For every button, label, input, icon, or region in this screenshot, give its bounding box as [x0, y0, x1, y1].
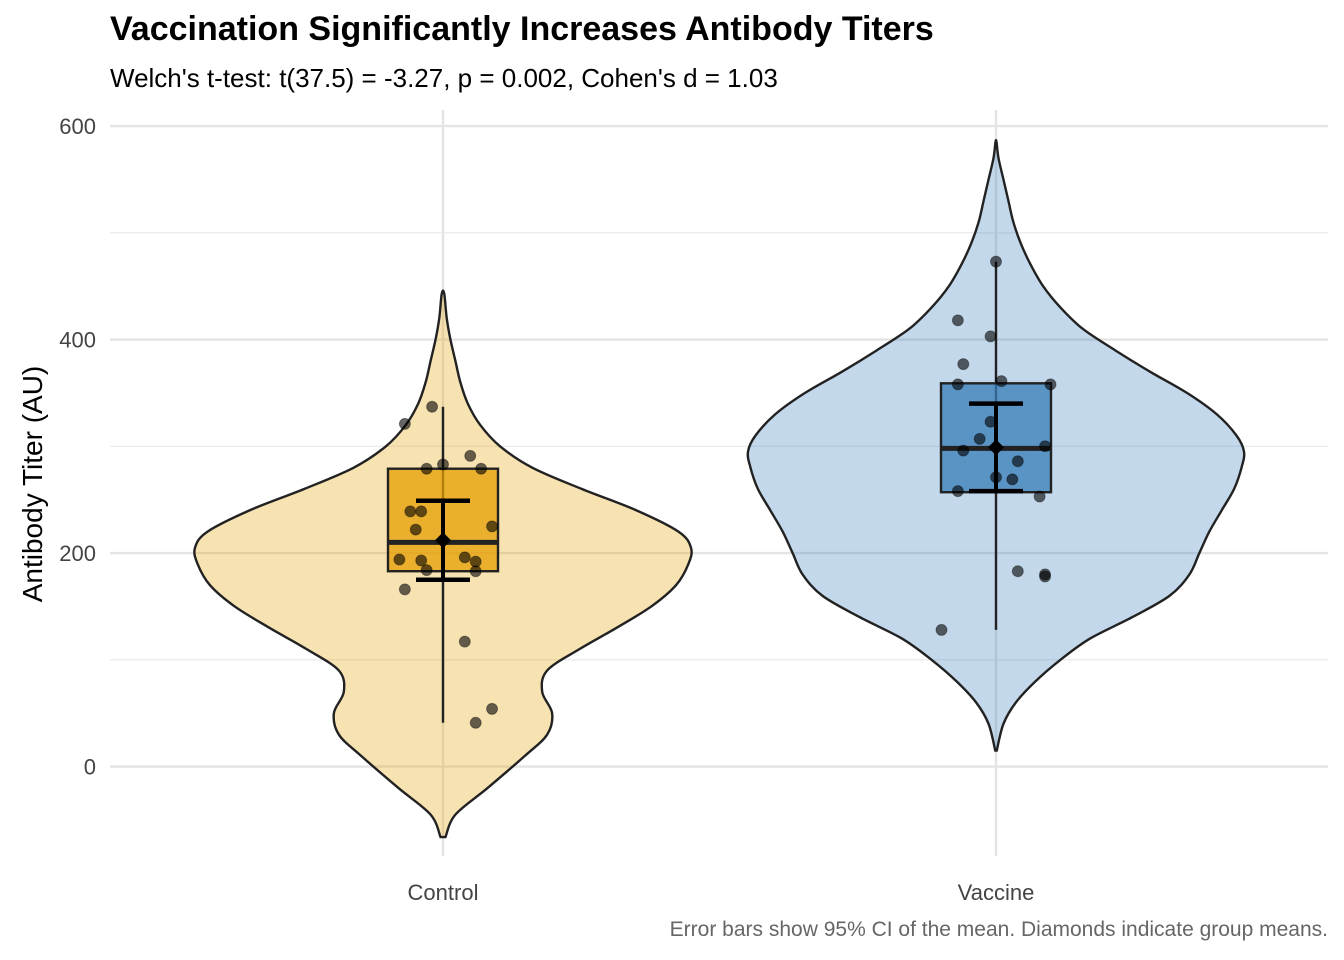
- data-point: [1044, 378, 1057, 391]
- data-point: [984, 330, 997, 343]
- data-point: [957, 444, 970, 457]
- data-point: [458, 635, 471, 648]
- data-point: [951, 378, 964, 391]
- data-point: [437, 458, 449, 471]
- data-point: [1033, 490, 1046, 503]
- mean-diamond-control: [435, 532, 451, 549]
- data-point: [990, 255, 1002, 268]
- violins: [193, 138, 1246, 839]
- chart-title: Vaccination Significantly Increases Anti…: [110, 10, 934, 48]
- data-point: [951, 314, 964, 327]
- data-point: [973, 432, 986, 445]
- data-point: [404, 505, 417, 518]
- x-tick-label: Control: [408, 880, 479, 905]
- data-point: [415, 505, 428, 518]
- data-point: [486, 520, 499, 533]
- y-tick-label: 0: [84, 755, 96, 780]
- axis-labels: 0 200 400 600 Control Vaccine: [59, 114, 1034, 905]
- data-point: [995, 375, 1008, 388]
- data-point: [398, 583, 411, 596]
- x-tick-label: Vaccine: [958, 880, 1035, 905]
- chart-subtitle: Welch's t-test: t(37.5) = -3.27, p = 0.0…: [110, 63, 778, 93]
- data-point: [398, 417, 411, 430]
- data-point: [464, 449, 477, 462]
- data-point: [420, 462, 433, 475]
- data-point: [1006, 473, 1019, 486]
- data-point: [420, 564, 433, 577]
- chart-caption: Error bars show 95% CI of the mean. Diam…: [669, 918, 1328, 941]
- data-point: [475, 462, 488, 475]
- data-point: [469, 565, 482, 578]
- y-tick-label: 600: [59, 114, 96, 139]
- data-points: [393, 255, 1057, 729]
- y-tick-label: 400: [59, 328, 96, 353]
- data-point: [469, 716, 482, 729]
- data-point: [415, 554, 428, 567]
- mean-diamond-vaccine: [988, 439, 1004, 456]
- data-point: [1011, 565, 1024, 578]
- data-point: [957, 358, 970, 371]
- y-tick-label: 200: [59, 541, 96, 566]
- data-point: [1011, 455, 1024, 468]
- y-axis-title: Antibody Titer (AU): [17, 366, 48, 603]
- mean-ci-layer: [416, 401, 1023, 582]
- data-point: [458, 551, 471, 564]
- data-point: [935, 623, 948, 636]
- data-point: [1039, 570, 1052, 583]
- data-point: [393, 553, 406, 566]
- data-point: [409, 523, 422, 536]
- data-point: [1039, 440, 1052, 453]
- data-point: [951, 485, 964, 498]
- data-point: [426, 400, 439, 413]
- data-point: [486, 702, 499, 715]
